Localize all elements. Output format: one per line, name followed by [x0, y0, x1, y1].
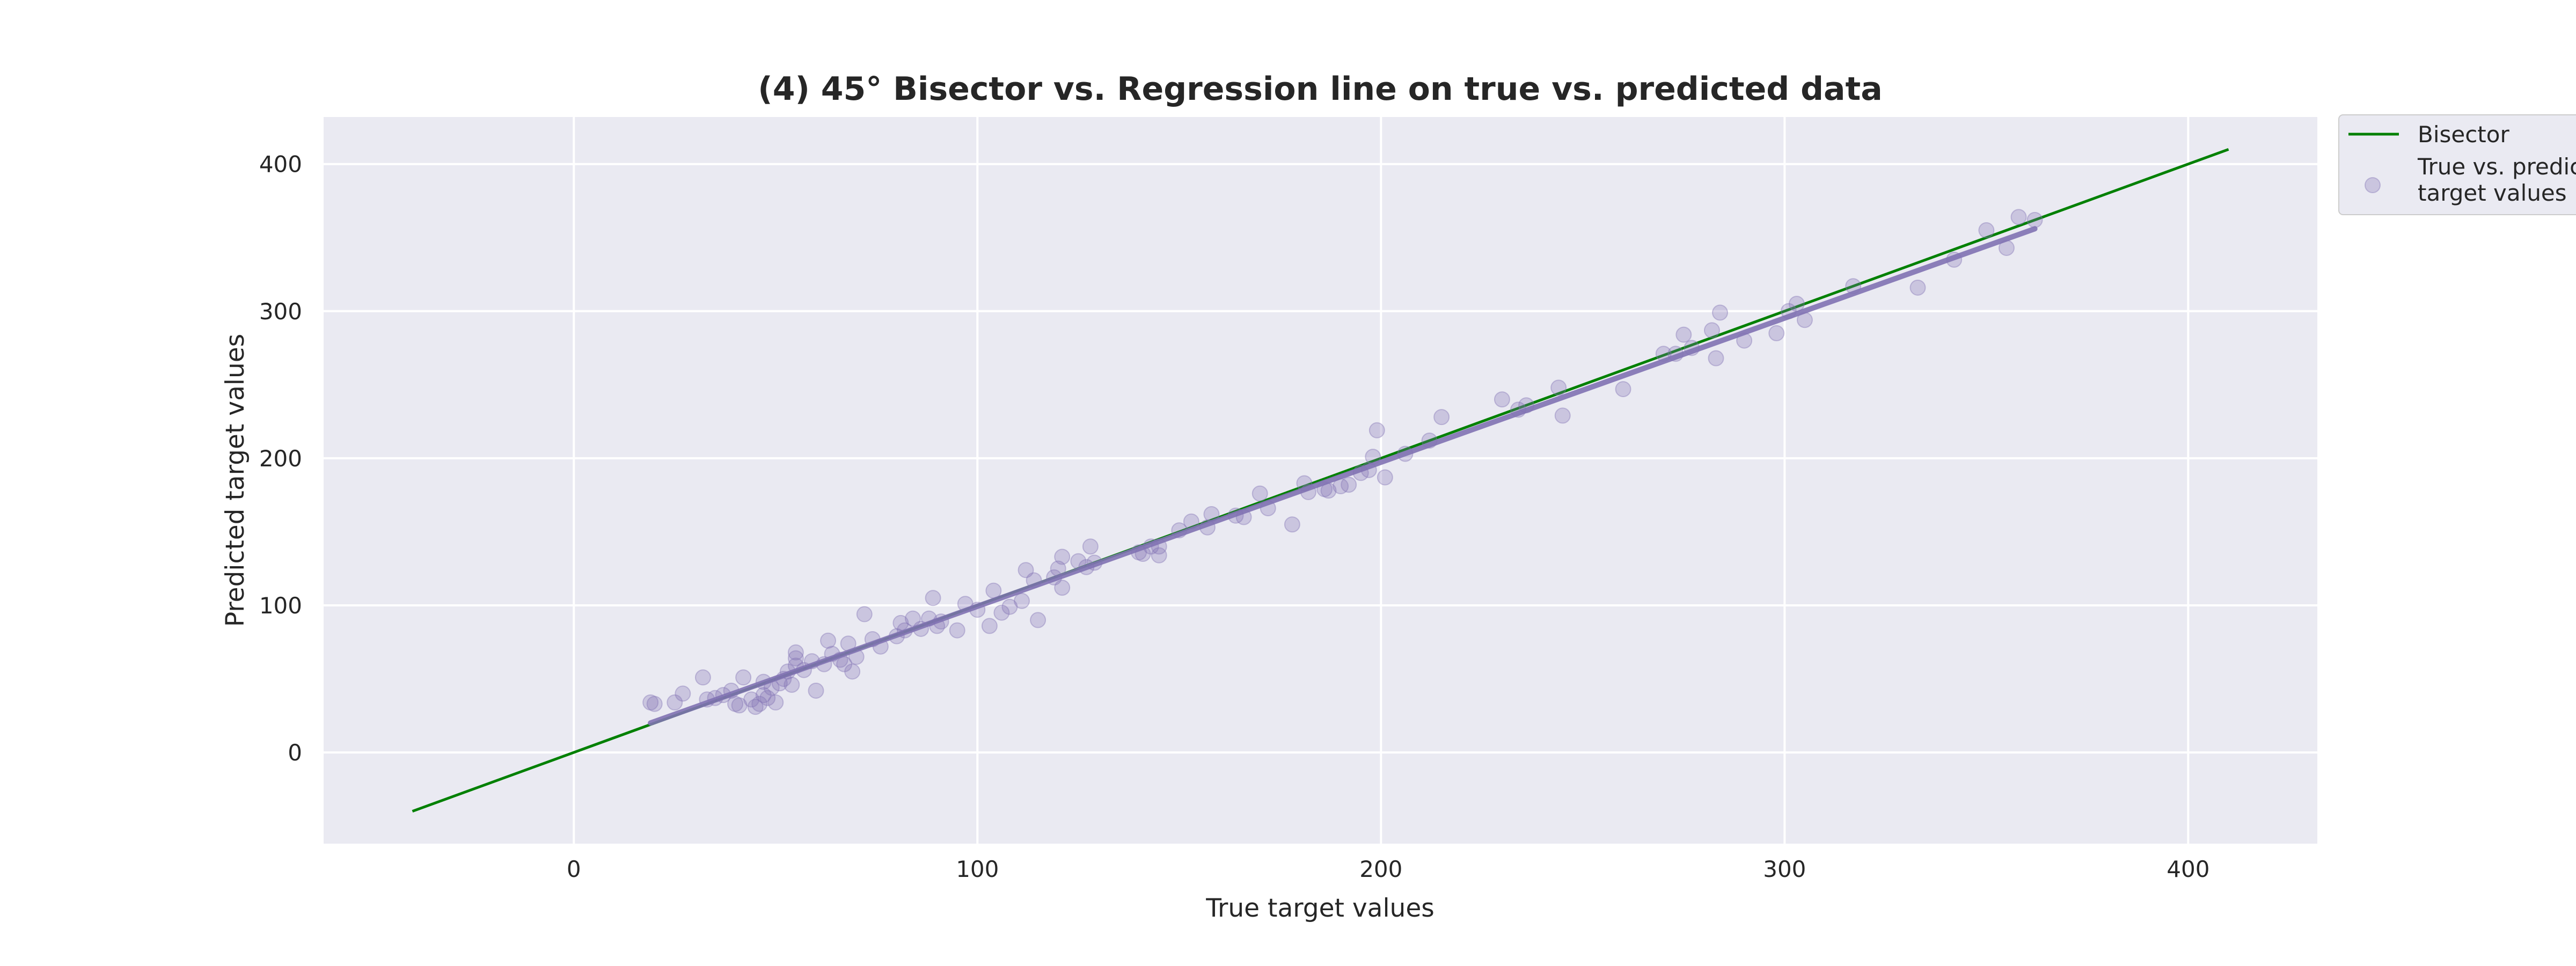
scatter-point: [1377, 469, 1393, 486]
y-tick-label: 0: [288, 740, 302, 766]
legend-bisector-label: Bisector: [2418, 121, 2509, 148]
scatter-point: [993, 604, 1010, 621]
scatter-point: [667, 694, 683, 711]
scatter-point: [856, 606, 873, 623]
regression-line: [648, 226, 2038, 726]
regression-layer: [648, 226, 2038, 726]
scatter-point: [675, 685, 691, 702]
scatter-point: [1675, 326, 1692, 343]
scatter-point: [767, 694, 784, 711]
y-tick-label: 400: [259, 151, 302, 178]
scatter-point: [1712, 304, 1729, 321]
legend-scatter-label-line2: target values: [2418, 180, 2567, 206]
legend: Bisector True vs. predicted target value…: [2338, 114, 2576, 215]
scatter-point: [751, 696, 768, 712]
x-tick-label: 300: [1763, 856, 1806, 882]
scatter-point: [1554, 407, 1571, 424]
scatter-point: [1054, 548, 1071, 565]
scatter-point: [787, 644, 804, 661]
scatter-point: [731, 697, 748, 714]
scatter-point: [787, 650, 804, 667]
chart-title: (4) 45° Bisector vs. Regression line on …: [758, 70, 1882, 108]
scatter-point: [1014, 592, 1030, 609]
scatter-point: [694, 669, 711, 686]
scatter-point: [646, 696, 663, 712]
scatter-point: [727, 696, 744, 712]
scatter-point: [949, 622, 965, 639]
scatter-point: [747, 699, 764, 715]
scatter-point: [743, 691, 760, 708]
scatter-point: [755, 687, 772, 704]
scatter-point: [1768, 325, 1785, 341]
scatter-point: [1151, 547, 1167, 564]
legend-scatter-label-line1: True vs. predicted: [2417, 153, 2576, 180]
scatter-point: [1909, 279, 1926, 296]
scatter-point: [820, 632, 837, 649]
legend-box: [2338, 114, 2576, 215]
y-axis-label: Predicted target values: [221, 334, 250, 627]
scatter-point: [735, 669, 752, 686]
scatter-point: [1433, 409, 1450, 426]
y-tick-label: 200: [259, 445, 302, 472]
scatter-point: [1082, 538, 1099, 555]
x-tick-label: 0: [567, 856, 581, 882]
scatter-point: [642, 694, 659, 711]
scatter-point: [1284, 516, 1300, 533]
scatter-point: [1978, 222, 1995, 239]
scatter-point: [904, 610, 921, 627]
x-tick-label: 200: [1359, 856, 1402, 882]
scatter-point: [2010, 209, 2027, 225]
scatter-point: [1001, 598, 1018, 615]
scatter-point: [1550, 379, 1567, 396]
scatter-point: [1252, 485, 1268, 502]
scatter-point: [1615, 381, 1631, 398]
y-tick-label: 300: [259, 298, 302, 325]
x-tick-label: 100: [956, 856, 999, 882]
scatter-point: [759, 690, 776, 706]
scatter-point: [1030, 612, 1046, 628]
tick-labels: 0 100 200 300 400 0 100 200 300 400: [259, 151, 2210, 882]
grid-lines: [324, 117, 2317, 844]
scatter-point: [981, 618, 998, 634]
x-tick-label: 400: [2167, 856, 2209, 882]
scatter-point: [1368, 422, 1385, 438]
y-tick-label: 100: [259, 592, 302, 619]
scatter-point: [892, 614, 909, 631]
scatter-point: [1788, 296, 1805, 312]
scatter-point: [844, 663, 861, 680]
scatter-point: [1494, 391, 1510, 408]
scatter-point: [1054, 580, 1071, 596]
x-axis-label: True target values: [1205, 894, 1434, 923]
scatter-point: [1018, 562, 1034, 579]
scatter-point: [1341, 477, 1357, 493]
scatter-point: [2026, 211, 2043, 228]
scatter-point: [1703, 322, 1720, 339]
scatter-point: [1708, 350, 1724, 367]
scatter-point: [925, 590, 941, 606]
scatter-point: [784, 676, 800, 693]
legend-scatter-swatch: [2365, 177, 2381, 193]
scatter-point: [808, 682, 824, 699]
